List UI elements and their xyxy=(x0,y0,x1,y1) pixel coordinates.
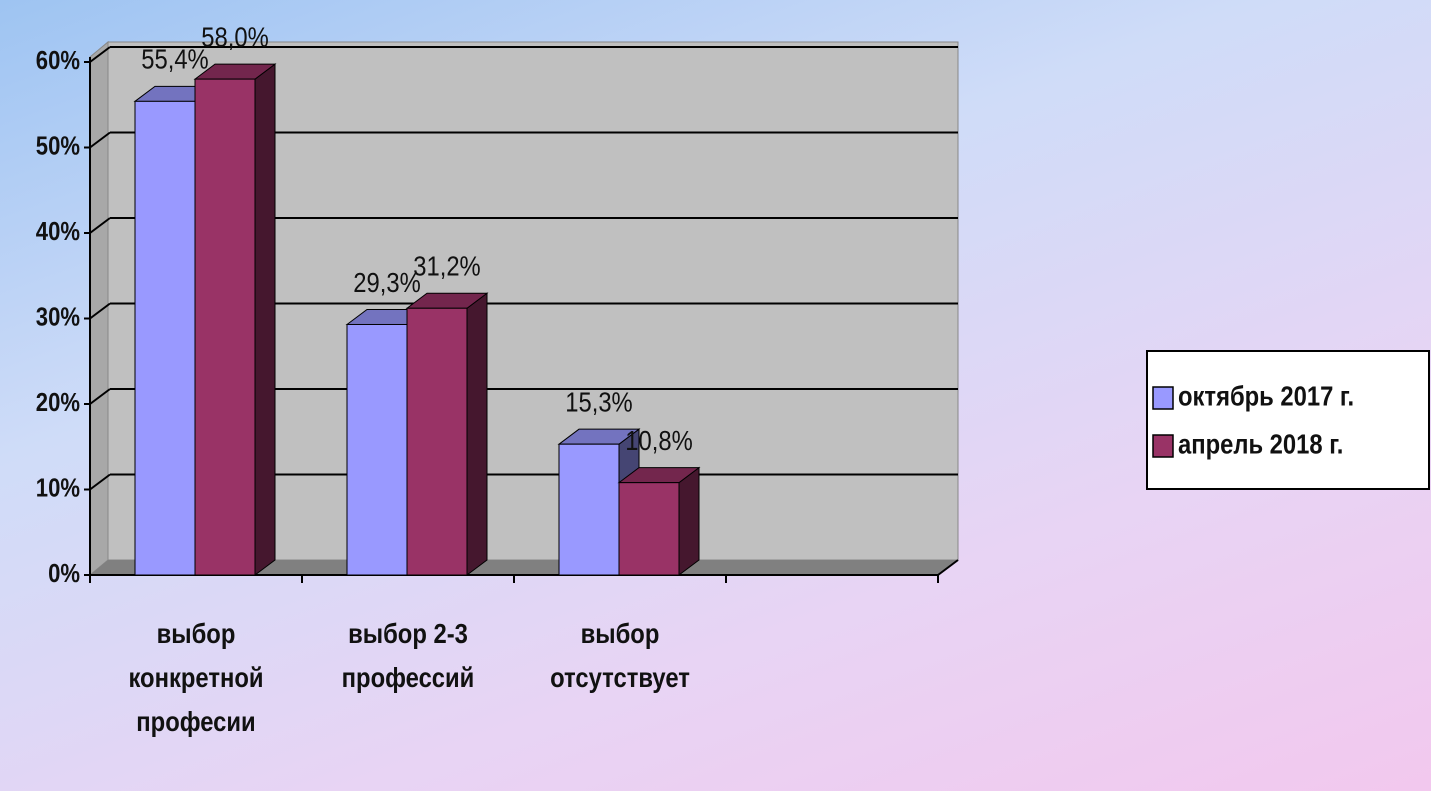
bar xyxy=(558,443,620,576)
value-label: 29,3% xyxy=(353,266,420,298)
value-label: 10,8% xyxy=(625,424,692,456)
y-tick-label: 0% xyxy=(48,559,80,588)
side-wall xyxy=(89,40,109,577)
value-label: 55,4% xyxy=(141,43,208,75)
bar xyxy=(194,78,256,576)
floor xyxy=(90,560,958,575)
bar xyxy=(406,307,468,576)
legend-swatch xyxy=(1152,434,1174,458)
bar xyxy=(618,482,680,576)
grid-line xyxy=(89,46,111,63)
y-tick-label: 60% xyxy=(36,46,80,75)
legend-label: октябрь 2017 г. xyxy=(1178,380,1354,412)
grid-line xyxy=(89,217,111,234)
x-tick-label: выбор 2-3 профессий xyxy=(341,618,475,693)
bar xyxy=(346,323,408,576)
value-label: 31,2% xyxy=(413,250,480,282)
y-tick-label: 10% xyxy=(36,474,80,503)
value-label: 15,3% xyxy=(565,386,632,418)
floor-edge xyxy=(937,559,959,576)
x-tick-label: выбор отсутствует xyxy=(550,618,690,693)
x-tick-label: выбор конкретной професии xyxy=(128,618,264,737)
bar-side xyxy=(254,63,276,576)
y-tick-label: 40% xyxy=(36,217,80,246)
legend-label: апрель 2018 г. xyxy=(1178,428,1343,460)
grid-line xyxy=(89,473,111,491)
bar-side xyxy=(466,292,488,576)
grid-line xyxy=(89,388,111,405)
legend xyxy=(1146,350,1430,490)
legend-swatch xyxy=(1152,386,1174,410)
y-tick-label: 20% xyxy=(36,388,80,417)
bar xyxy=(134,100,196,576)
grid-line xyxy=(89,131,111,149)
value-label: 58,0% xyxy=(201,21,268,53)
grid-line xyxy=(89,302,111,320)
y-tick-label: 50% xyxy=(36,132,80,161)
bar-side xyxy=(678,466,700,576)
y-tick-label: 30% xyxy=(36,303,80,332)
